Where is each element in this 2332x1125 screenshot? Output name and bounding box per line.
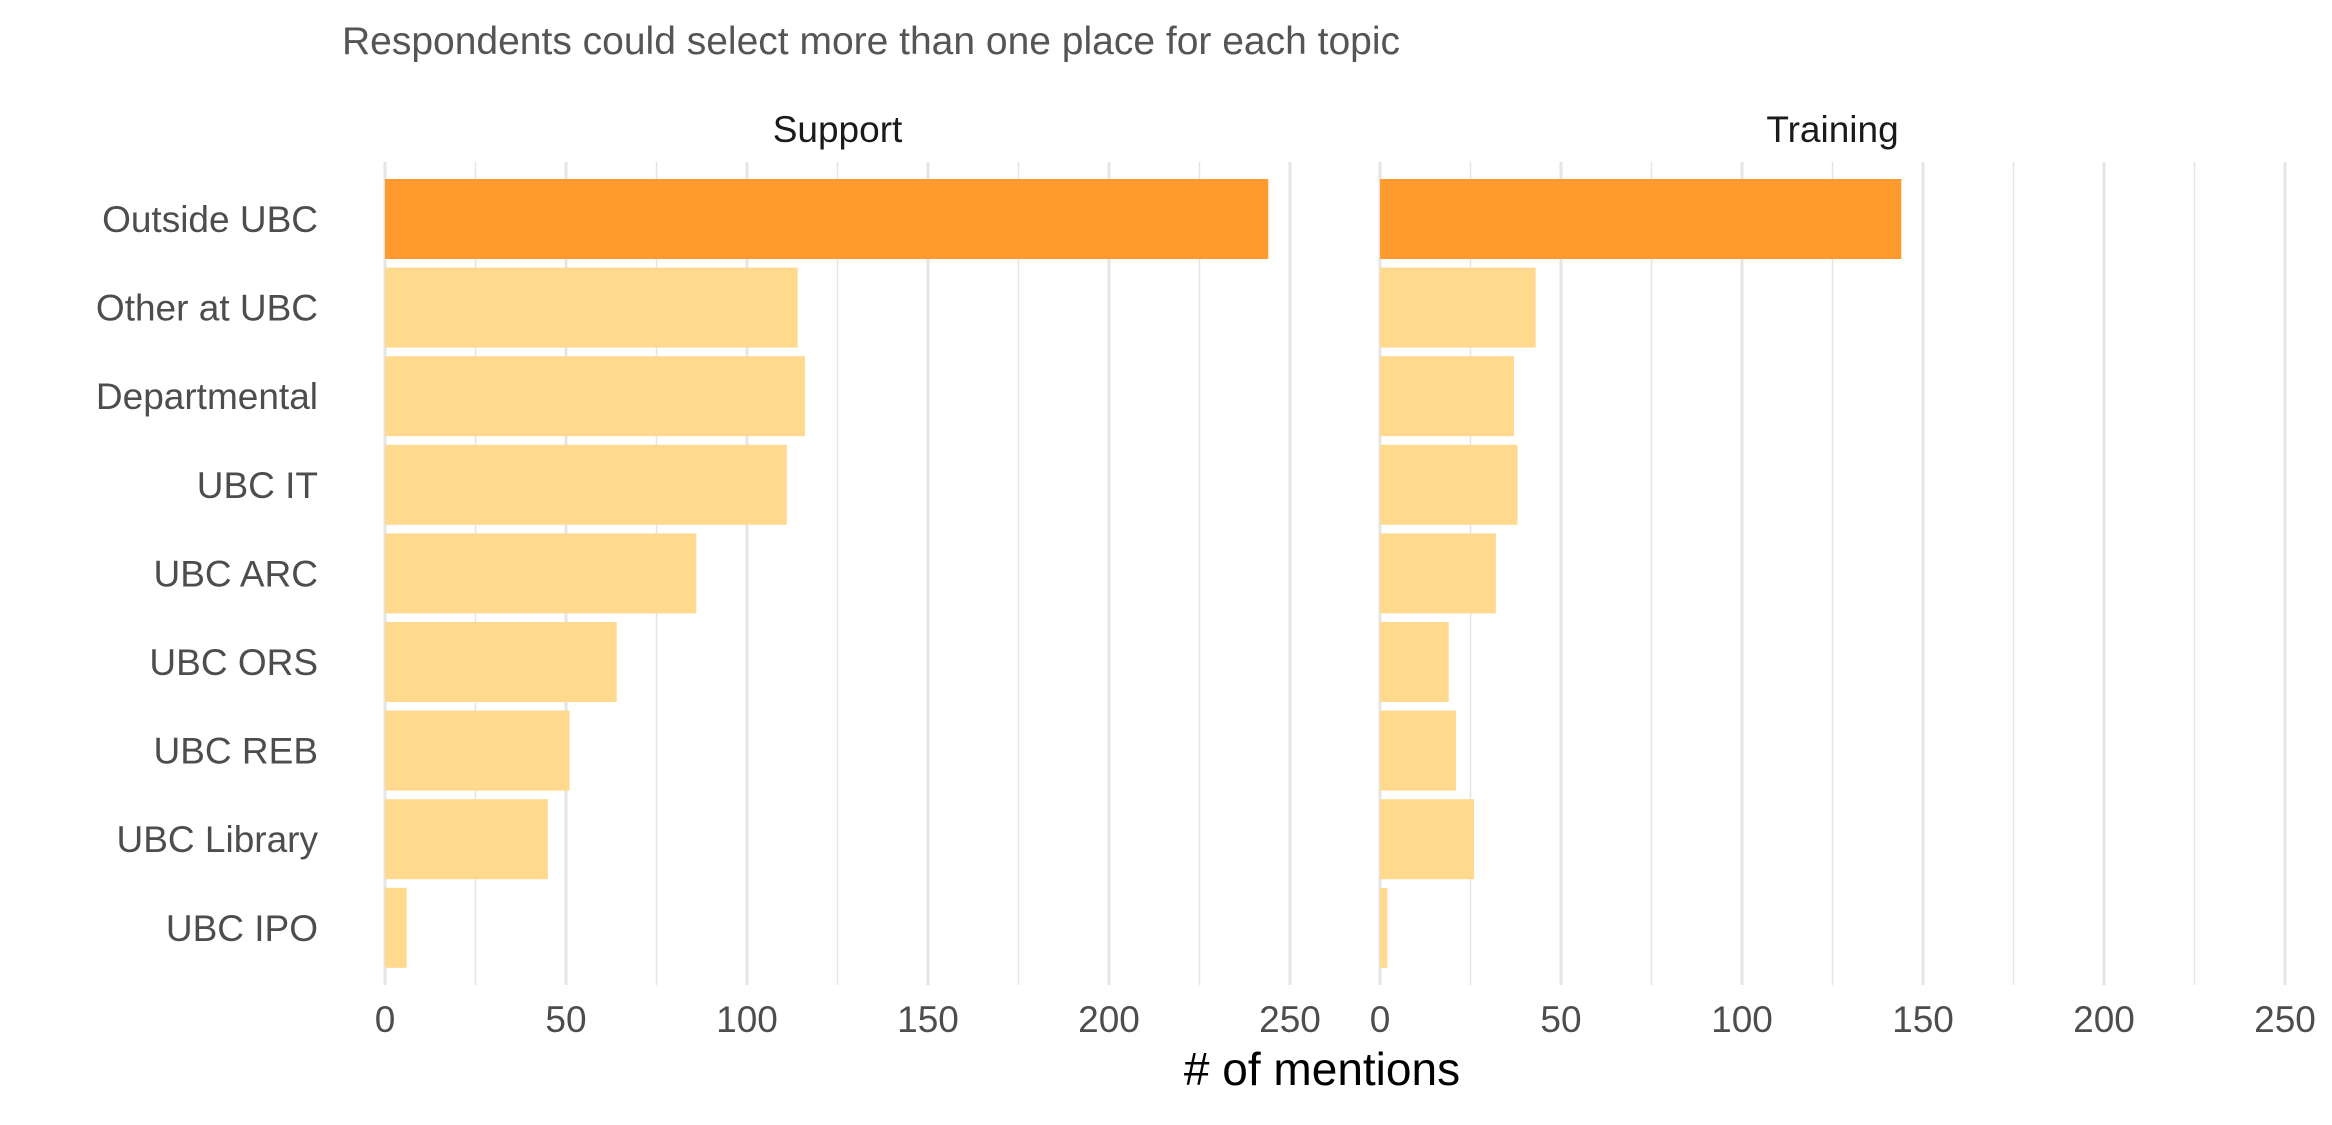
bar [1380,267,1536,348]
x-tick-label: 200 [2073,999,2135,1040]
bar [385,622,617,702]
x-tick-label: 150 [1892,999,1954,1040]
bar [1380,622,1449,702]
x-tick-label: 0 [1370,999,1391,1040]
panel-title: Support [773,109,903,150]
bar [1380,887,1388,968]
category-label: UBC ARC [154,553,318,594]
bar [385,887,407,968]
panel-title: Training [1766,109,1898,150]
x-tick-label: 50 [1540,999,1581,1040]
panel-training: Training 0 50 100 150 200 250 [1370,109,2316,1040]
x-tick-label: 50 [545,999,586,1040]
bar [1380,179,1902,259]
panel-support: Support 0 50 100 150 200 250 [375,109,1321,1040]
category-label: UBC ORS [149,642,318,683]
x-tick-label: 0 [375,999,396,1040]
bar [385,179,1269,259]
bar [385,356,805,437]
bar [1380,799,1475,880]
bar [385,533,697,614]
x-axis-title: # of mentions [1184,1043,1460,1095]
category-label: UBC IPO [166,908,318,949]
x-tick-label: 200 [1078,999,1140,1040]
chart-subtitle: Respondents could select more than one p… [342,20,1400,63]
panels-layer: Outside UBC Other at UBC Departmental UBC I… [96,109,2316,1040]
bar [385,444,787,525]
x-tick-label: 250 [2254,999,2316,1040]
x-tick-label: 100 [716,999,778,1040]
x-tick-label: 250 [1259,999,1321,1040]
x-tick-label: 100 [1711,999,1773,1040]
bar [385,799,548,880]
category-label: UBC Library [117,819,319,860]
category-label: UBC IT [197,465,318,506]
category-label: UBC REB [154,731,318,772]
category-label: Departmental [96,376,318,417]
bar [1380,444,1518,525]
category-label: Outside UBC [102,199,318,240]
bar [385,267,798,348]
x-tick-label: 150 [897,999,959,1040]
bar [1380,533,1496,614]
category-label: Other at UBC [96,288,318,329]
bar [1380,710,1457,791]
bar [385,710,570,791]
bar [1380,356,1514,437]
